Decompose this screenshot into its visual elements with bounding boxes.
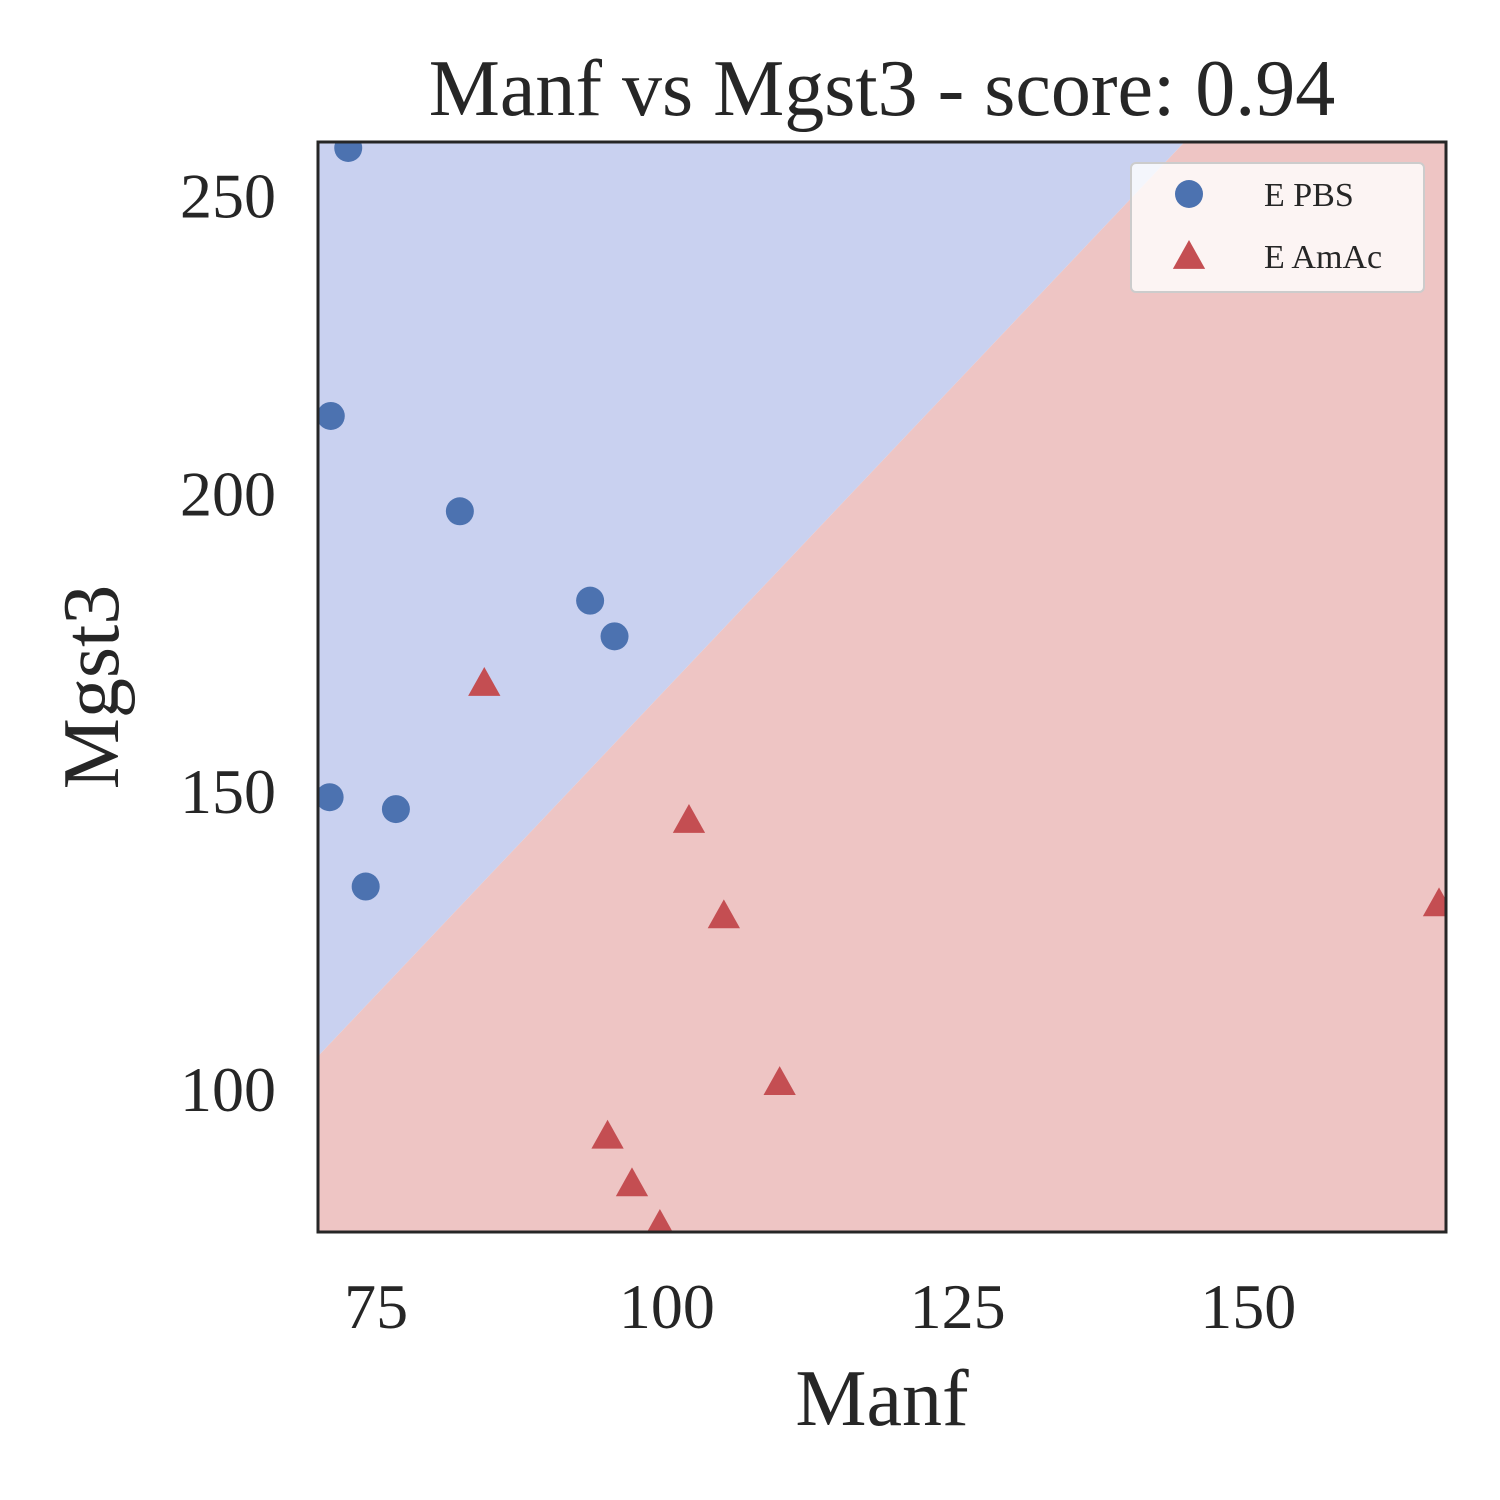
point-e-pbs-3 <box>576 586 605 615</box>
point-e-amac-1 <box>672 804 706 833</box>
x-tick-label-125: 125 <box>910 1271 1006 1342</box>
x-tick-label-150: 150 <box>1200 1271 1296 1342</box>
y-tick-label-150: 150 <box>180 756 276 827</box>
y-tick-label-200: 200 <box>180 458 276 529</box>
legend-box <box>1130 162 1425 293</box>
legend: E PBS E AmAc <box>1130 162 1425 293</box>
x-tick-label-100: 100 <box>619 1271 715 1342</box>
point-e-amac-7 <box>1422 887 1446 917</box>
decision-region-e-amac <box>318 142 1446 1232</box>
x-tick-label-75: 75 <box>344 1271 408 1342</box>
legend-marker-e-amac <box>1172 240 1206 269</box>
plot-area <box>318 142 1446 1232</box>
legend-label-e-pbs: E PBS <box>1264 177 1354 214</box>
point-e-amac-0 <box>468 667 501 696</box>
point-e-pbs-5 <box>318 783 344 812</box>
x-axis-label: Manf <box>795 1355 969 1443</box>
y-axis-ticks: 100 150 200 250 <box>180 161 276 1125</box>
x-axis-ticks: 75 100 125 150 <box>344 1271 1296 1342</box>
point-e-amac-6 <box>647 1209 673 1232</box>
point-e-amac-2 <box>707 899 740 929</box>
plot-frame <box>316 140 1448 1234</box>
legend-label-e-amac: E AmAc <box>1264 239 1382 276</box>
point-e-pbs-2 <box>445 497 474 526</box>
point-e-pbs-4 <box>600 622 629 651</box>
point-e-pbs-1 <box>318 401 345 430</box>
point-e-pbs-6 <box>381 795 410 824</box>
legend-marker-e-pbs <box>1175 180 1203 208</box>
point-e-pbs-0 <box>334 142 363 162</box>
chart-title: Manf vs Mgst3 - score: 0.94 <box>429 45 1336 133</box>
point-e-amac-3 <box>763 1066 796 1095</box>
y-tick-label-100: 100 <box>180 1054 276 1125</box>
point-e-pbs-7 <box>351 872 380 901</box>
point-e-amac-5 <box>615 1167 649 1197</box>
y-tick-label-250: 250 <box>180 161 276 232</box>
point-e-amac-4 <box>591 1119 624 1149</box>
data-points <box>318 142 1446 1232</box>
y-axis-label: Mgst3 <box>48 585 136 790</box>
